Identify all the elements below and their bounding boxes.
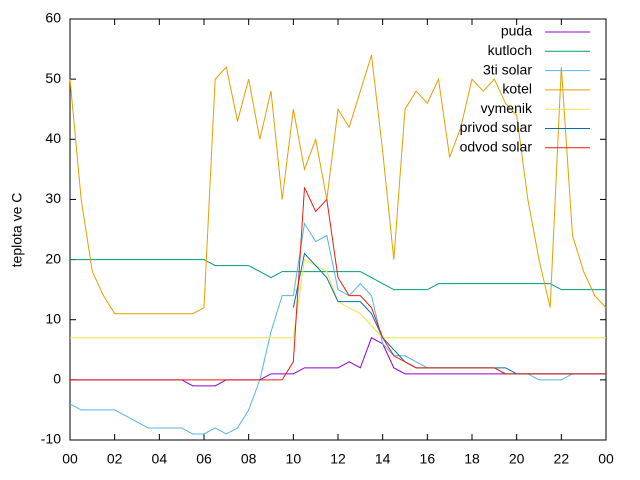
x-tick-label: 02 — [107, 451, 123, 467]
series-line — [70, 187, 606, 381]
legend-label: odvod solar — [460, 139, 533, 155]
x-tick-label: 04 — [152, 451, 168, 467]
series-line — [70, 259, 606, 291]
x-tick-label: 16 — [420, 451, 436, 467]
y-tick-label: 50 — [45, 70, 61, 86]
x-tick-label: 10 — [286, 451, 302, 467]
x-tick-label: 20 — [509, 451, 525, 467]
y-tick-label: 0 — [53, 371, 61, 387]
x-tick-label: 12 — [330, 451, 346, 467]
series-line — [69, 222, 606, 435]
y-tick-label: 30 — [45, 190, 61, 206]
y-tick-label: 60 — [45, 10, 61, 26]
x-tick-label: 22 — [554, 451, 570, 467]
x-tick-label: 00 — [598, 451, 614, 467]
x-tick-label: 06 — [196, 451, 212, 467]
legend-label: vymenik — [481, 100, 533, 116]
x-tick-label: 08 — [241, 451, 257, 467]
y-tick-label: 10 — [45, 310, 61, 326]
x-tick-label: 14 — [375, 451, 391, 467]
legend-label: 3ti solar — [483, 61, 532, 77]
x-tick-label: 00 — [62, 451, 78, 467]
legend-label: kutloch — [488, 42, 532, 58]
x-tick-label: 18 — [464, 451, 480, 467]
legend-label: privod solar — [460, 119, 533, 135]
series-line — [69, 54, 607, 315]
series-line — [70, 337, 606, 387]
y-axis-label: teplota ve C — [9, 193, 25, 268]
y-tick-label: -10 — [41, 431, 61, 447]
y-tick-label: 20 — [45, 250, 61, 266]
legend-label: kotel — [502, 81, 532, 97]
y-tick-label: 40 — [45, 130, 61, 146]
legend-label: puda — [501, 23, 532, 39]
